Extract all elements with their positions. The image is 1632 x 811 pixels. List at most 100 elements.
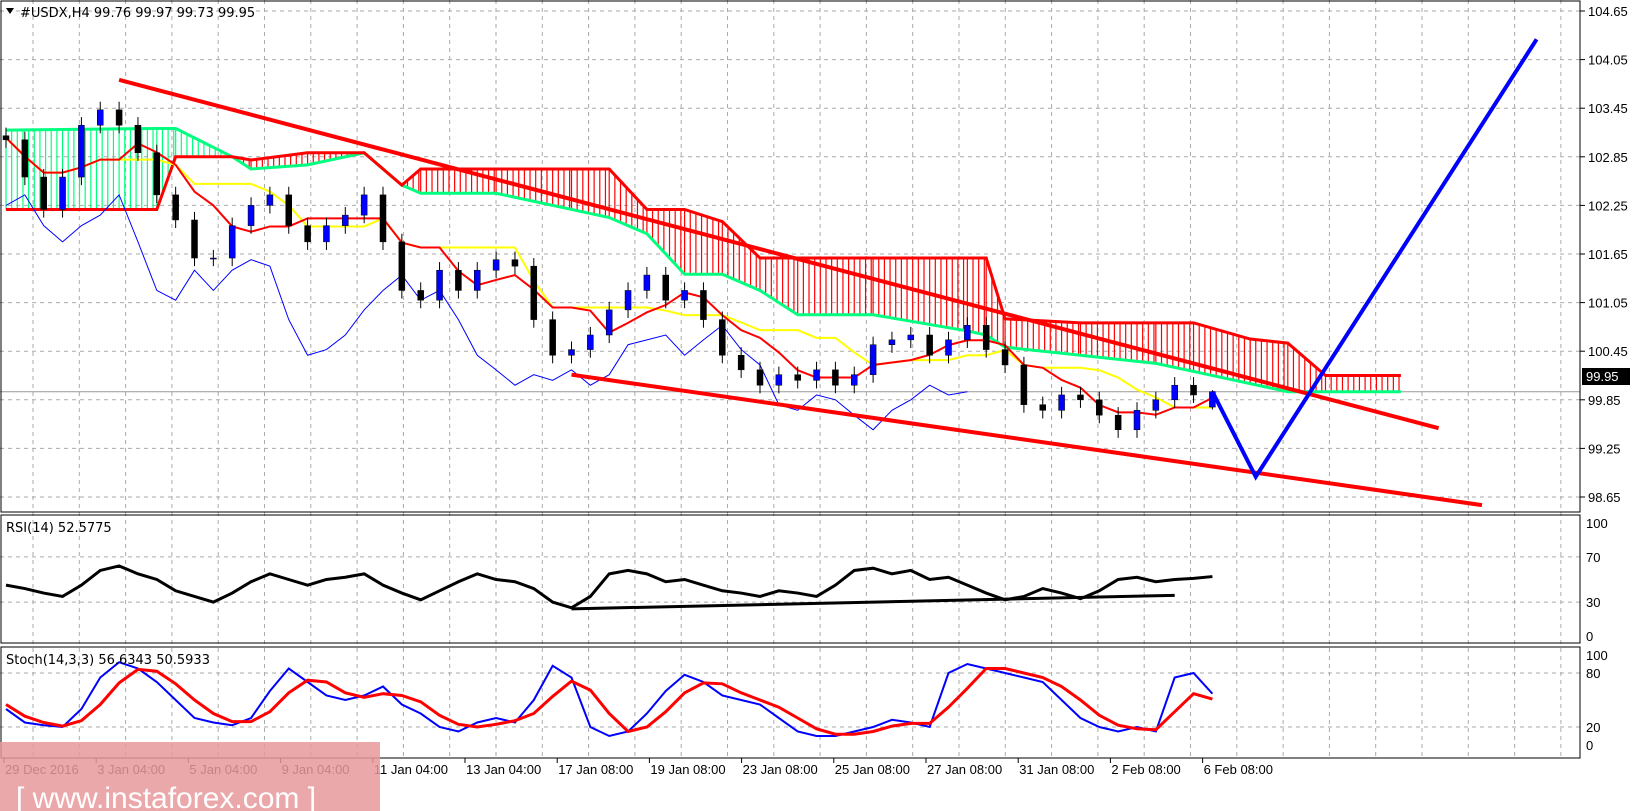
bull-candle-body [59, 176, 66, 210]
price-tick-label: 99.85 [1588, 393, 1621, 408]
bull-candle-body [228, 225, 236, 259]
candle [568, 341, 575, 364]
bull-candle-body [474, 269, 481, 291]
current-price-tag: 99.95 [1582, 368, 1630, 385]
close-value: 99.95 [218, 6, 255, 21]
rsi-label: RSI(14) 52.5775 [6, 521, 112, 536]
chikou-span [5, 193, 968, 431]
bull-candle-body [1152, 399, 1160, 411]
bear-candle-body [549, 319, 556, 356]
candle [115, 101, 123, 134]
pane-border [0, 514, 1581, 644]
date-tick-label: 23 Jan 08:00 [743, 762, 818, 777]
grid [0, 0, 1580, 758]
candle [756, 361, 764, 394]
stoch-label: Stoch(14,3,3) 56.6343 50.5933 [6, 653, 210, 668]
bear-candle-body [926, 334, 933, 356]
bear-candle-body [700, 290, 707, 320]
bull-candle-body [888, 339, 896, 345]
date-tick-label: 31 Jan 08:00 [1019, 762, 1094, 777]
date-tick-label: 17 Jan 08:00 [558, 762, 633, 777]
stoch-tick-label: 0 [1586, 738, 1593, 753]
candle [1039, 396, 1046, 419]
price-tick-label: 101.65 [1588, 247, 1628, 262]
candle [172, 186, 179, 229]
candle [1171, 377, 1178, 408]
candle [97, 101, 104, 134]
candle [851, 366, 858, 394]
candle [982, 317, 990, 358]
dropdown-triangle-icon[interactable] [6, 8, 14, 14]
bull-candle-body [624, 290, 632, 311]
bull-candle-body [907, 334, 915, 341]
price-tick-label: 101.05 [1588, 296, 1628, 311]
candle [832, 361, 839, 394]
candle [78, 117, 85, 186]
date-tick-label: 13 Jan 04:00 [466, 762, 541, 777]
bull-candle-body [964, 325, 971, 341]
bear-candle-body [794, 374, 801, 381]
stoch-tick-label: 20 [1586, 720, 1600, 735]
rsi-tick-label: 30 [1586, 595, 1600, 610]
candle [888, 331, 896, 353]
bear-candle-body [134, 124, 142, 153]
bear-candle-body [304, 225, 311, 243]
bear-candle-body [285, 194, 292, 226]
bear-candle-body [832, 369, 839, 386]
price-tick-label: 98.65 [1588, 490, 1621, 505]
bull-candle-body [342, 214, 349, 226]
bull-candle-body [266, 194, 274, 206]
candle [737, 347, 745, 378]
candle [1020, 356, 1028, 413]
bear-candle-body [455, 269, 462, 291]
candle [40, 168, 47, 218]
pane-borders [0, 0, 1581, 759]
bull-candle-body [97, 109, 104, 126]
candle [1190, 377, 1197, 404]
candle [926, 326, 933, 364]
candle [191, 211, 198, 267]
date-tick-label: 27 Jan 08:00 [927, 762, 1002, 777]
candle [1001, 341, 1009, 374]
candle [436, 262, 443, 309]
candle [59, 168, 66, 218]
candle [1133, 402, 1141, 438]
candle [228, 217, 236, 267]
candle [474, 262, 481, 299]
candle [1096, 391, 1103, 424]
stoch-tick-label: 80 [1586, 666, 1600, 681]
bear-candle-body [1114, 414, 1122, 431]
bear-candle-body [662, 274, 669, 301]
pane-border [0, 646, 1581, 759]
candle [417, 282, 424, 309]
candle [700, 282, 707, 328]
watermark-text: [ www.instaforex.com ] [16, 782, 316, 811]
bear-candle-body [1096, 399, 1103, 416]
candle [549, 311, 556, 364]
candle [455, 262, 462, 299]
candle [643, 266, 651, 299]
candle [285, 186, 292, 234]
bear-candle-body [153, 152, 161, 196]
trendlines[interactable] [118, 38, 1539, 611]
bull-candle-body [1058, 394, 1065, 411]
bear-candle-body [191, 219, 198, 259]
stoch-k-line [5, 661, 1214, 738]
bull-candle-body [681, 290, 688, 301]
open-value: 99.76 [94, 6, 131, 21]
candle [1058, 386, 1065, 419]
candle [210, 249, 217, 267]
symbol-label: #USDX,H4 [20, 6, 90, 21]
bear-candle-body [1077, 394, 1084, 401]
candle [2, 127, 10, 148]
bear-candle-body [172, 194, 179, 221]
candle [662, 266, 669, 309]
bull-candle-body [945, 339, 952, 356]
bear-candle-body [1001, 349, 1009, 366]
candle [398, 233, 406, 299]
header: #USDX,H4 99.76 99.97 99.73 99.95 [6, 6, 255, 21]
ichimoku-cloud [5, 126, 1401, 394]
bull-candle-body [605, 309, 613, 336]
pane-border [0, 0, 1581, 513]
